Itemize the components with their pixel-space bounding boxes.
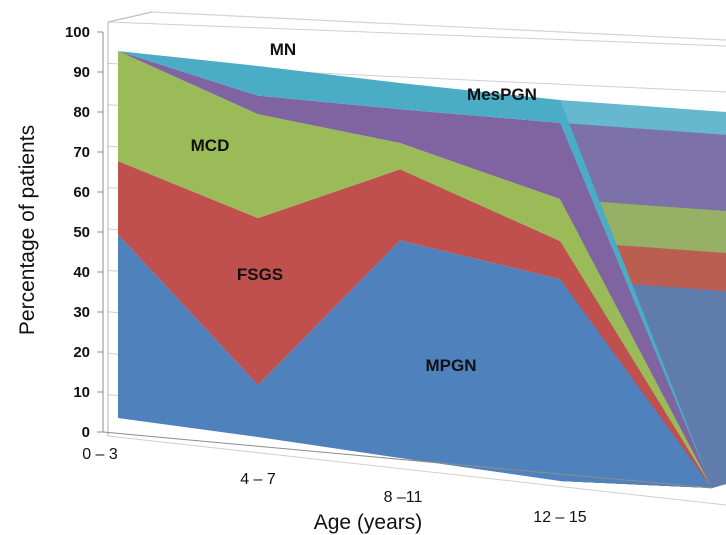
axes: 0 10 20 30 40 50 60 70 80 90 100 0 – 3 4 – 7 8 –11 12 … — [65, 24, 713, 526]
wall-top-edge — [107, 11, 153, 23]
y-tick-label-100: 100 — [65, 24, 90, 41]
y-tick-label-80: 80 — [73, 104, 90, 121]
x-tick-label-0-3: 0 – 3 — [82, 446, 118, 463]
series-label-mn: MN — [270, 40, 296, 59]
area-fsgs — [118, 161, 712, 488]
area-series — [118, 51, 726, 489]
y-axis-title: Percentage of patients — [16, 125, 39, 335]
area-mcd — [118, 51, 712, 488]
y-tick-label-50: 50 — [73, 224, 90, 241]
x-tick-label-12-15: 12 – 15 — [533, 509, 586, 526]
area-mespgn — [118, 51, 712, 488]
y-tick-label-10: 10 — [73, 384, 90, 401]
x-tick-label-8-11: 8 –11 — [384, 489, 423, 506]
x-axis-title: Age (years) — [314, 511, 423, 534]
area-mpgn — [118, 234, 712, 488]
series-label-fsgs: FSGS — [237, 265, 283, 284]
series-label-mpgn: MPGN — [426, 356, 477, 375]
labels: MPGN FSGS MCD MesPGN MN — [191, 40, 537, 375]
series-label-mespgn: MesPGN — [467, 85, 537, 104]
y-tick-label-20: 20 — [73, 344, 90, 361]
x-tick-label-4-7: 4 – 7 — [240, 471, 276, 488]
y-tick-label-30: 30 — [73, 304, 90, 321]
y-tick-label-40: 40 — [73, 264, 90, 281]
chart-wall — [107, 11, 726, 436]
x-axis-line — [102, 431, 713, 489]
y-tick-label-90: 90 — [73, 64, 90, 81]
y-tick-label-0: 0 — [82, 424, 90, 441]
y-tick-label-60: 60 — [73, 184, 90, 201]
y-tick-label-70: 70 — [73, 144, 90, 161]
series-label-mcd: MCD — [191, 136, 230, 155]
back-wall-top — [151, 11, 726, 41]
gridline-0 — [107, 435, 726, 506]
gridline-100 — [107, 21, 726, 47]
